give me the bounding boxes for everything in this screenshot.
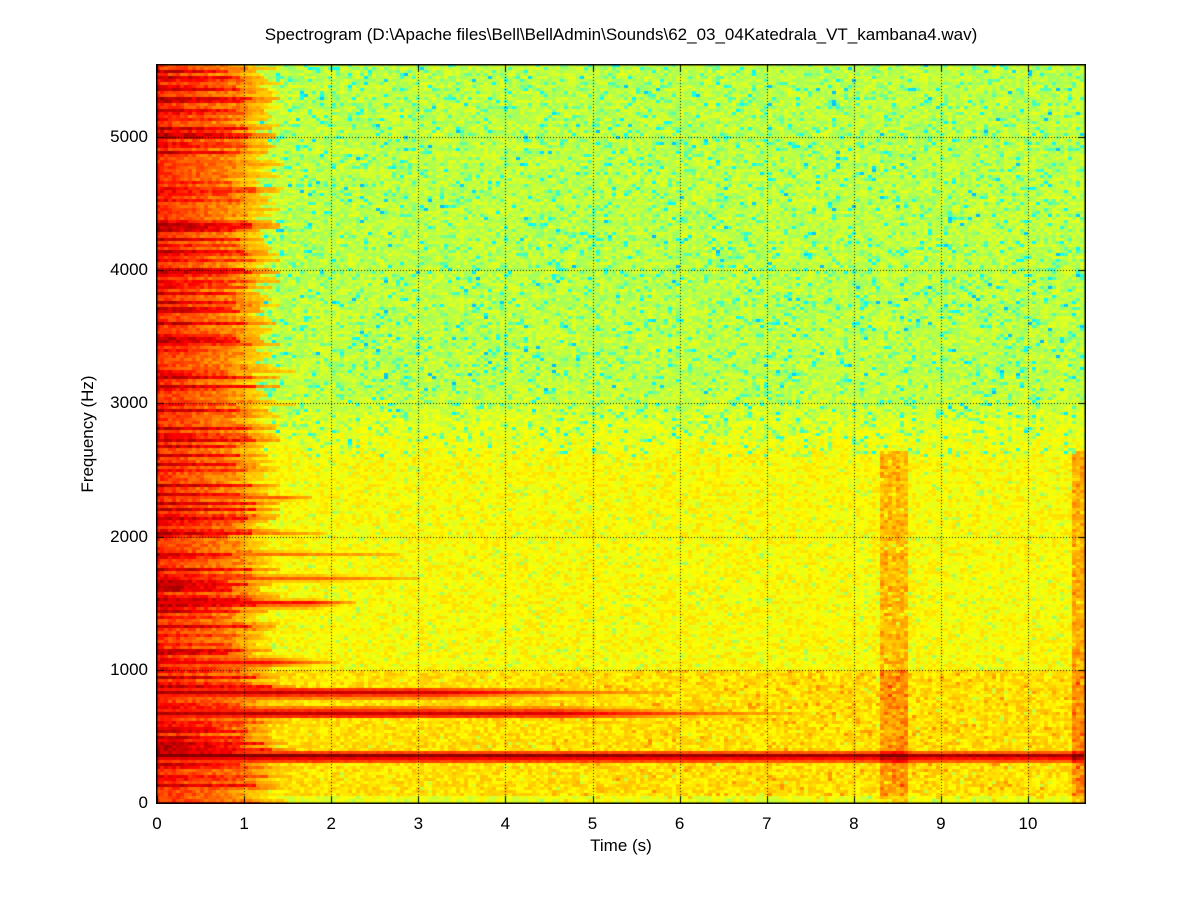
x-tick-label: 8 xyxy=(849,814,859,833)
y-tick-label: 3000 xyxy=(110,393,148,413)
x-tick-label: 7 xyxy=(761,814,772,833)
x-tick-label: 10 xyxy=(1018,814,1038,833)
y-tick-label: 0 xyxy=(138,793,148,812)
x-tick-label: 3 xyxy=(413,814,424,833)
x-tick-label: 4 xyxy=(500,814,511,833)
x-axis-label: Time (s) xyxy=(590,836,652,855)
x-tick-label: 9 xyxy=(936,814,946,833)
x-tick-label: 5 xyxy=(587,814,598,833)
y-tick-label: 4000 xyxy=(110,260,148,280)
x-tick-label: 1 xyxy=(239,814,249,833)
x-tick-label: 0 xyxy=(152,814,162,833)
spectrogram-plot xyxy=(156,64,1086,804)
y-tick-label: 5000 xyxy=(110,127,148,146)
y-tick-label: 2000 xyxy=(110,526,148,546)
x-tick-label: 6 xyxy=(674,814,685,833)
y-tick-label: 1000 xyxy=(110,659,148,679)
chart-title: Spectrogram (D:\Apache files\Bell\BellAd… xyxy=(264,25,978,44)
x-tick-label: 2 xyxy=(326,814,336,833)
